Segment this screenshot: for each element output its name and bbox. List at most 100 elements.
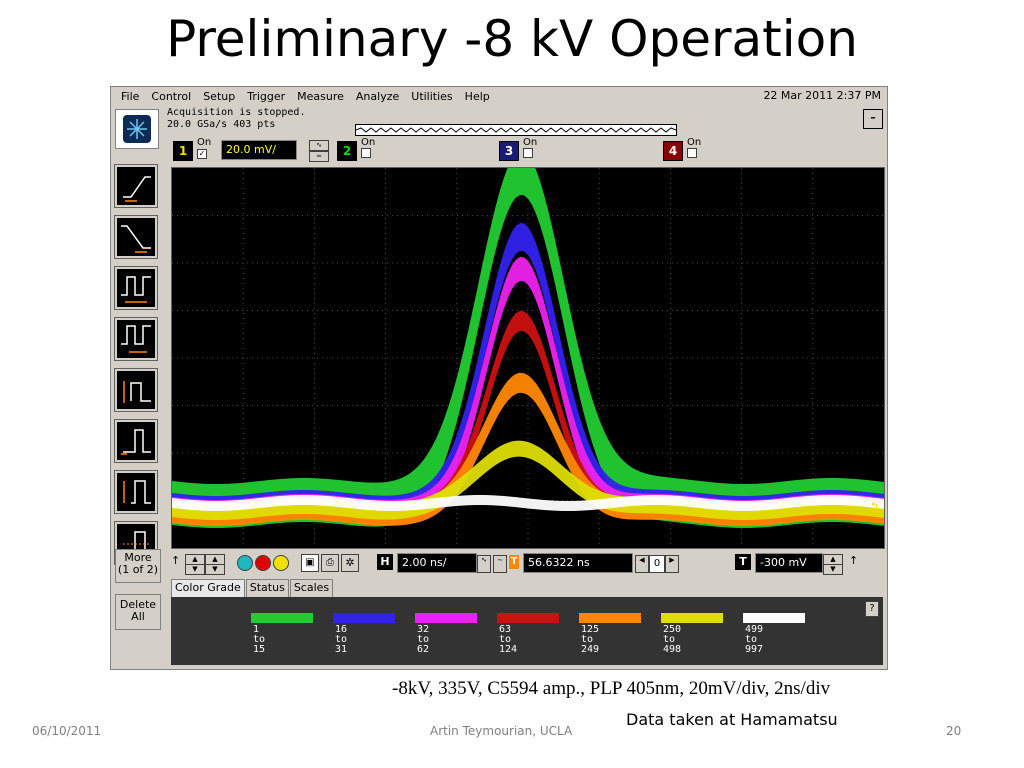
grade-item: 250 to 498 bbox=[661, 613, 723, 655]
menu-help[interactable]: Help bbox=[464, 89, 490, 103]
tab-scales[interactable]: Scales bbox=[289, 579, 334, 597]
rise-time-button[interactable] bbox=[114, 164, 158, 208]
pulse-width-button[interactable] bbox=[114, 368, 158, 412]
trigger-edge-icon: ↑ bbox=[849, 554, 859, 567]
acquisition-status: Acquisition is stopped. 20.0 GSa/s 403 p… bbox=[167, 107, 367, 137]
measurement-toolbar bbox=[114, 164, 159, 573]
amplitude-icon bbox=[121, 429, 151, 455]
svg-text:↰: ↰ bbox=[870, 500, 879, 513]
channel-1-button[interactable]: 1 bbox=[173, 141, 193, 161]
tab-color-grade[interactable]: Color Grade bbox=[171, 579, 245, 597]
grade-range-to: 15 bbox=[253, 644, 266, 655]
channel-4-checkbox[interactable] bbox=[687, 148, 697, 158]
grade-range-from: 63 bbox=[499, 624, 512, 635]
waveform-band bbox=[172, 222, 884, 524]
channel-1-scale[interactable]: 20.0 mV/ bbox=[221, 140, 297, 160]
sine-toggle-icon[interactable]: ∼ bbox=[493, 555, 507, 573]
tab-status[interactable]: Status bbox=[245, 579, 289, 597]
trigger-t-icon[interactable]: T bbox=[735, 554, 751, 570]
menu-analyze[interactable]: Analyze bbox=[355, 89, 400, 103]
delete-all-button[interactable]: Delete All bbox=[115, 594, 161, 630]
channel-2-checkbox[interactable] bbox=[361, 148, 371, 158]
menu-setup[interactable]: Setup bbox=[203, 89, 236, 103]
run-button[interactable] bbox=[237, 555, 253, 571]
menu-file[interactable]: File bbox=[121, 89, 140, 103]
trigger-level-field[interactable]: -300 mV bbox=[755, 553, 823, 573]
footer-author: Artin Teymourian, UCLA bbox=[430, 724, 573, 738]
peak-to-peak-icon bbox=[123, 480, 151, 504]
grade-swatch bbox=[743, 613, 805, 623]
period-icon bbox=[121, 276, 151, 303]
spark-logo-icon bbox=[123, 115, 151, 143]
grade-range: 63 to 124 bbox=[497, 625, 559, 655]
channel-1-on[interactable]: On ✓ bbox=[197, 137, 211, 159]
grade-range: 16 to 31 bbox=[333, 625, 395, 655]
help-button[interactable]: ? bbox=[865, 601, 879, 617]
horizontal-controls: ↑ ▲ ▼ ▲ ▼ ▣ ⎙ ✲ H 2.00 ns/ ∿ ∼ T 56.6322… bbox=[171, 550, 883, 575]
waveform-traces bbox=[172, 168, 884, 528]
channel-4-on[interactable]: On bbox=[687, 137, 701, 161]
grade-range-from: 1 bbox=[253, 624, 260, 635]
grade-range-from: 16 bbox=[335, 624, 348, 635]
grade-range-to: 62 bbox=[417, 644, 430, 655]
grade-range-to-label: to bbox=[745, 634, 758, 645]
autoscale-icon[interactable]: ▣ bbox=[301, 554, 319, 572]
agilent-logo-button[interactable] bbox=[115, 109, 159, 149]
grade-range-to-label: to bbox=[417, 634, 430, 645]
grade-swatch bbox=[415, 613, 477, 623]
amplitude-button[interactable] bbox=[114, 419, 158, 463]
channel-2-button[interactable]: 2 bbox=[337, 141, 357, 161]
pulse-width-icon bbox=[123, 381, 151, 403]
channel-4-button[interactable]: 4 bbox=[663, 141, 683, 161]
period-button[interactable] bbox=[114, 266, 158, 310]
channel-1-coupling-up[interactable]: ∿ bbox=[309, 140, 329, 151]
delay-field[interactable]: 56.6322 ns bbox=[523, 553, 633, 573]
menu-trigger[interactable]: Trigger bbox=[247, 89, 286, 103]
single-button[interactable] bbox=[273, 555, 289, 571]
fall-time-icon bbox=[121, 225, 151, 253]
grade-swatch bbox=[497, 613, 559, 623]
grade-item: 499 to 997 bbox=[743, 613, 805, 655]
datetime: 22 Mar 2011 2:37 PM bbox=[763, 89, 881, 102]
grade-range-to: 498 bbox=[663, 644, 682, 655]
footer-date: 06/10/2011 bbox=[32, 724, 102, 738]
channel-3-button[interactable]: 3 bbox=[499, 141, 519, 161]
peak-to-peak-button[interactable] bbox=[114, 470, 158, 514]
grade-range-to: 124 bbox=[499, 644, 518, 655]
stop-button[interactable] bbox=[255, 555, 271, 571]
grade-item: 125 to 249 bbox=[579, 613, 641, 655]
marker-down-button-2[interactable]: ▼ bbox=[205, 564, 225, 575]
memory-bar[interactable] bbox=[355, 124, 677, 136]
delay-left-button[interactable]: ◀ bbox=[635, 555, 649, 573]
trigger-down-button[interactable]: ▼ bbox=[823, 564, 843, 575]
grade-range-from: 499 bbox=[745, 624, 764, 635]
grade-range: 250 to 498 bbox=[661, 625, 723, 655]
print-icon[interactable]: ⎙ bbox=[321, 554, 339, 572]
channel-3-checkbox[interactable] bbox=[523, 148, 533, 158]
color-grade-legend: ? 1 to 15 16 to 31 32 to 62 63 to 124 125 to 249 250 to 4… bbox=[171, 597, 883, 665]
menu-measure[interactable]: Measure bbox=[297, 89, 344, 103]
zoom-toggle-icon[interactable]: ∿ bbox=[477, 555, 491, 573]
horizontal-h-icon[interactable]: H bbox=[377, 554, 393, 570]
channel-1-coupling-down[interactable]: ≃ bbox=[309, 151, 329, 162]
channel-1-checkbox[interactable]: ✓ bbox=[197, 149, 207, 159]
delay-right-button[interactable]: ▶ bbox=[665, 555, 679, 573]
frequency-button[interactable] bbox=[114, 317, 158, 361]
color-grade-waveform: ↰ bbox=[172, 168, 884, 548]
menu-utilities[interactable]: Utilities bbox=[411, 89, 453, 103]
default-setup-icon[interactable]: ✲ bbox=[341, 554, 359, 572]
channel-3-on[interactable]: On bbox=[523, 137, 537, 161]
marker-down-button[interactable]: ▼ bbox=[185, 564, 205, 575]
more-button[interactable]: More (1 of 2) bbox=[115, 549, 161, 583]
time-per-div-field[interactable]: 2.00 ns/ bbox=[397, 553, 477, 573]
fall-time-button[interactable] bbox=[114, 215, 158, 259]
delay-reference[interactable]: 0 bbox=[649, 555, 665, 573]
slide-subcaption: Data taken at Hamamatsu bbox=[626, 710, 838, 729]
delete-sub-label: All bbox=[131, 610, 145, 623]
waveform-display[interactable]: ↰ bbox=[171, 167, 885, 549]
minimize-button[interactable]: – bbox=[863, 109, 883, 129]
waveform-band bbox=[172, 440, 884, 520]
channel-2-on[interactable]: On bbox=[361, 137, 375, 161]
menu-control[interactable]: Control bbox=[151, 89, 192, 103]
grade-range-from: 125 bbox=[581, 624, 600, 635]
